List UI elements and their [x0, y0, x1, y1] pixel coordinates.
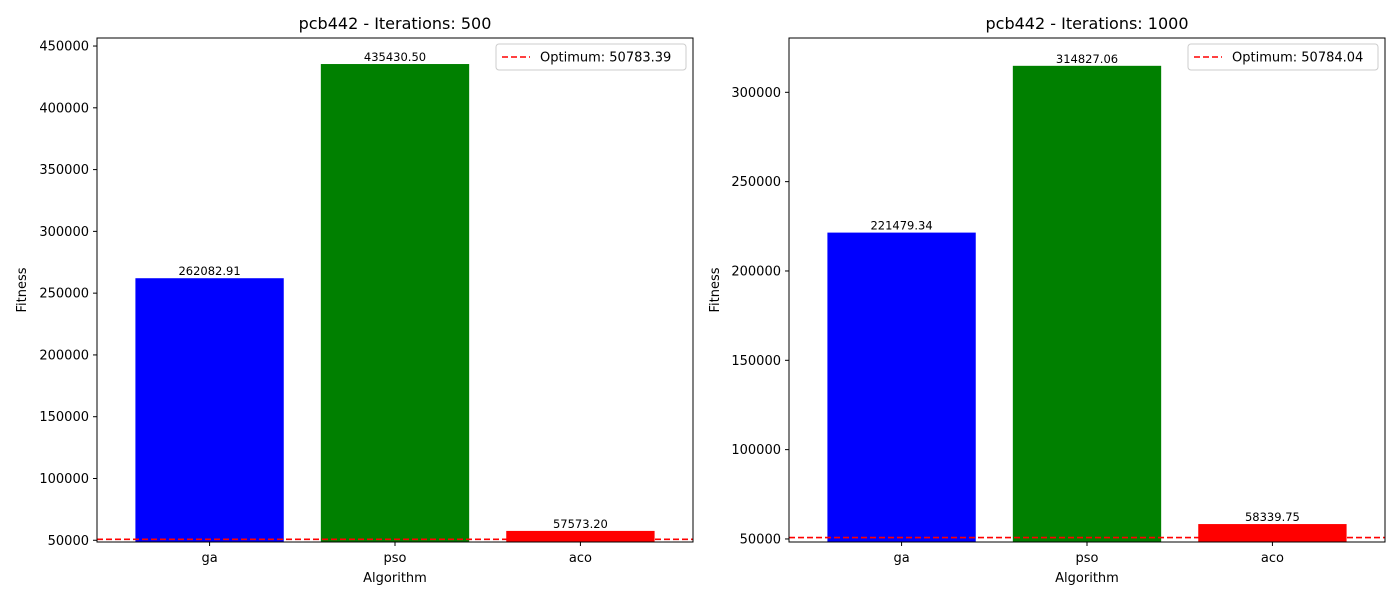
y-axis-label: Fitness	[708, 267, 723, 312]
y-tick-label: 200000	[731, 264, 781, 279]
x-tick-label-aco: aco	[569, 551, 592, 566]
y-tick-label: 200000	[39, 348, 89, 363]
bars	[135, 64, 655, 542]
bar-pso	[1012, 65, 1162, 542]
y-tick-label: 300000	[39, 225, 89, 240]
y-tick-label: 50000	[48, 534, 89, 549]
x-axis-ticks: ga pso aco	[893, 542, 1284, 566]
x-tick-label-ga: ga	[893, 551, 909, 566]
x-tick-label-pso: pso	[384, 551, 407, 566]
chart-title: pcb442 - Iterations: 1000	[986, 14, 1189, 33]
bar-pso	[320, 64, 470, 542]
legend-entry-optimum: Optimum: 50784.04	[1232, 51, 1363, 66]
chart-iterations-1000: pcb442 - Iterations: 1000 Algorithm Fitn…	[708, 14, 1386, 586]
x-tick-label-ga: ga	[201, 551, 217, 566]
y-tick-label: 100000	[731, 443, 781, 458]
y-tick-label: 250000	[731, 175, 781, 190]
bars	[827, 65, 1347, 542]
x-axis-label: Algorithm	[363, 571, 427, 586]
y-tick-label: 400000	[39, 101, 89, 116]
y-axis-ticks: 50000 100000 150000 200000 250000 300000	[731, 86, 789, 547]
bar-value-label-pso: 314827.06	[1056, 52, 1118, 66]
bar-aco	[506, 530, 655, 542]
y-tick-label: 450000	[39, 40, 89, 55]
bar-value-label-ga: 262082.91	[178, 264, 240, 278]
y-tick-label: 350000	[39, 163, 89, 178]
bar-aco	[1198, 524, 1347, 542]
bar-ga	[827, 232, 976, 542]
bar-value-labels: 262082.91 435430.50 57573.20	[178, 50, 607, 531]
bar-value-label-ga: 221479.34	[870, 219, 932, 233]
legend-box	[1187, 43, 1379, 71]
y-tick-label: 100000	[39, 472, 89, 487]
x-axis-ticks: ga pso aco	[201, 542, 592, 566]
legend: Optimum: 50784.04	[1187, 43, 1379, 71]
x-axis-label: Algorithm	[1055, 571, 1119, 586]
chart-title: pcb442 - Iterations: 500	[299, 14, 492, 33]
legend-box	[495, 43, 687, 71]
y-axis-ticks: 50000 100000 150000 200000 250000 300000 35000…	[39, 40, 97, 549]
bar-value-label-pso: 435430.50	[364, 50, 426, 64]
legend-entry-optimum: Optimum: 50783.39	[540, 51, 671, 66]
y-tick-label: 300000	[731, 86, 781, 101]
bar-ga	[135, 278, 284, 542]
bar-value-label-aco: 58339.75	[1245, 510, 1300, 524]
x-tick-label-aco: aco	[1261, 551, 1284, 566]
y-axis-label: Fitness	[15, 267, 30, 312]
x-tick-label-pso: pso	[1076, 551, 1099, 566]
y-tick-label: 150000	[731, 354, 781, 369]
bar-value-label-aco: 57573.20	[553, 517, 608, 531]
y-tick-label: 150000	[39, 410, 89, 425]
chart-iterations-500: pcb442 - Iterations: 500 Algorithm Fitne…	[15, 14, 694, 586]
legend: Optimum: 50783.39	[495, 43, 687, 71]
y-tick-label: 50000	[740, 532, 781, 547]
y-tick-label: 250000	[39, 287, 89, 302]
bar-value-labels: 221479.34 314827.06 58339.75	[870, 52, 1299, 524]
